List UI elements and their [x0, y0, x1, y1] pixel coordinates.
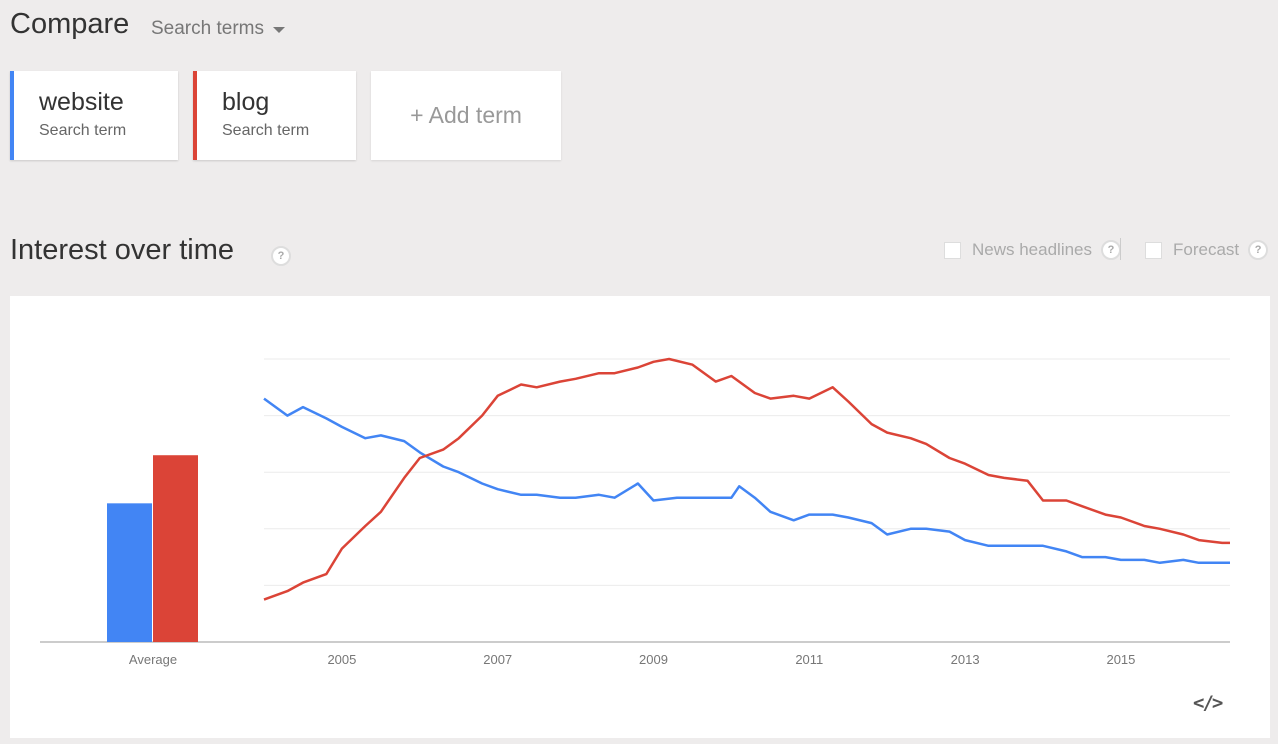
help-icon[interactable]: ?: [1101, 240, 1122, 260]
term-color-bar: [193, 71, 197, 160]
series-line-website: [263, 397, 1230, 565]
embed-code-icon[interactable]: </>: [1193, 692, 1223, 714]
average-label: Average: [129, 652, 177, 667]
add-term-button[interactable]: + Add term: [371, 71, 561, 160]
forecast-option: Forecast ?: [1145, 240, 1269, 260]
term-name: website: [39, 88, 124, 116]
forecast-label: Forecast: [1173, 240, 1240, 259]
term-name: blog: [222, 88, 270, 116]
term-type: Search term: [39, 122, 127, 139]
forecast-checkbox[interactable]: [1145, 241, 1162, 259]
interest-chart-panel: Average 2005 2007 2009 2011 2013 2015 </>: [10, 296, 1270, 738]
compare-title: Compare: [10, 8, 130, 40]
term-card-blog[interactable]: blog Search term: [193, 71, 356, 160]
x-tick-label: 2015: [1106, 652, 1135, 667]
term-card-website[interactable]: website Search term: [10, 71, 178, 160]
series-line-blog: [263, 357, 1230, 601]
x-tick-label: 2011: [795, 652, 823, 667]
news-headlines-label: News headlines: [972, 240, 1093, 259]
section-title: Interest over time: [10, 234, 235, 266]
search-terms-dropdown[interactable]: Search terms: [151, 18, 285, 40]
term-color-bar: [10, 71, 14, 160]
term-type: Search term: [222, 122, 310, 139]
average-bar-website: [107, 503, 152, 642]
caret-down-icon: [272, 27, 285, 33]
options-divider: [1120, 238, 1121, 260]
x-tick-label: 2013: [951, 652, 980, 667]
dropdown-label: Search terms: [151, 18, 264, 39]
help-icon[interactable]: ?: [1248, 240, 1269, 260]
news-headlines-option: News headlines ?: [944, 240, 1122, 260]
x-tick-label: 2005: [327, 652, 356, 667]
average-bar-blog: [153, 455, 198, 642]
news-headlines-checkbox[interactable]: [944, 241, 961, 259]
x-tick-label: 2007: [483, 652, 512, 667]
x-tick-label: 2009: [639, 652, 668, 667]
help-icon[interactable]: ?: [271, 246, 291, 266]
interest-over-time-chart: Average 2005 2007 2009 2011 2013 2015: [40, 357, 1230, 667]
